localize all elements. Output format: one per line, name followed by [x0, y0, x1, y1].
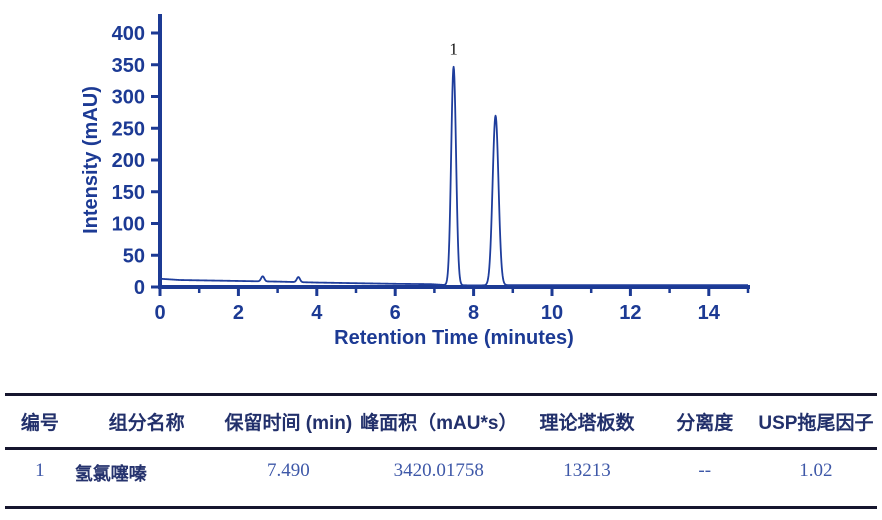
cell-component-name: 氢氯噻嗪: [74, 464, 147, 484]
header-number: 编号: [20, 413, 59, 434]
chromatogram-chart: 0 50 100 150 200 250 300 350 400 0 2 4 6 8 10 12 14 Inten…: [80, 14, 750, 349]
y-axis-title: Intensity (mAU): [80, 86, 102, 234]
cell-plate-count: 13213: [563, 460, 611, 481]
y-tick-label: 50: [123, 245, 145, 267]
y-tick-label: 0: [134, 277, 145, 299]
header-plate-count: 理论塔板数: [539, 413, 635, 434]
header-component-name: 组分名称: [108, 413, 185, 434]
y-tick-label: 100: [112, 214, 145, 236]
header-retention-time: 保留时间 (min): [224, 413, 353, 434]
table-header-row: 编号 组分名称 保留时间 (min) 峰面积（mAU*s） 理论塔板数 分离度 …: [5, 396, 877, 450]
y-tick-label: 150: [112, 182, 145, 204]
x-tick-label: 6: [390, 302, 401, 324]
cell-number: 1: [35, 460, 45, 481]
x-tick-label: 14: [698, 302, 721, 324]
cell-retention-time: 7.490: [267, 460, 310, 481]
y-tick-label: 400: [112, 23, 145, 45]
x-tick-label: 12: [619, 302, 641, 324]
y-tick-label: 250: [112, 118, 145, 140]
cell-usp-tailing: 1.02: [799, 460, 833, 481]
x-tick-label: 4: [311, 302, 323, 324]
x-tick-label: 10: [541, 302, 563, 324]
y-tick-label: 200: [112, 150, 145, 172]
chromatogram-trace: [159, 65, 749, 287]
peak-annotation: 1: [449, 40, 458, 59]
y-tick-label: 350: [112, 55, 145, 77]
header-peak-area: 峰面积（mAU*s）: [360, 413, 518, 434]
y-tick-label: 300: [112, 87, 145, 109]
table-row: 1 氢氯噻嗪 7.490 3420.01758 13213 -- 1.02: [5, 450, 877, 506]
cell-peak-area: 3420.01758: [393, 460, 484, 481]
results-table: 编号 组分名称 保留时间 (min) 峰面积（mAU*s） 理论塔板数 分离度 …: [5, 393, 877, 509]
header-resolution: 分离度: [676, 413, 734, 434]
x-tick-label: 2: [233, 302, 244, 324]
x-axis-title: Retention Time (minutes): [334, 327, 574, 349]
x-tick-label: 8: [468, 302, 479, 324]
header-usp-tailing: USP拖尾因子: [758, 413, 874, 434]
cell-resolution: --: [698, 460, 712, 481]
x-tick-label: 0: [154, 302, 165, 324]
